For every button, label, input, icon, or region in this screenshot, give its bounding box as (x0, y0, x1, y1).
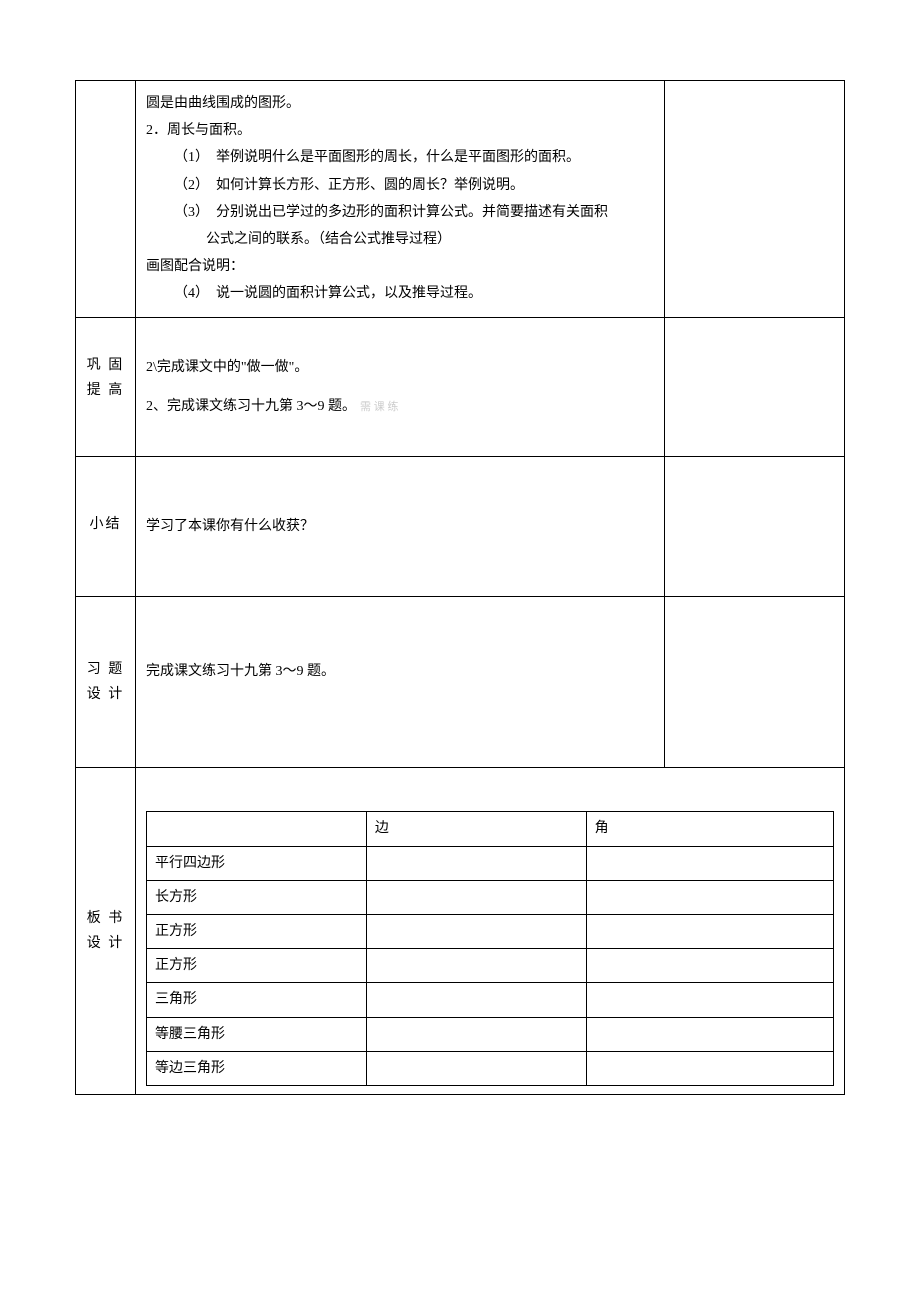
content-cell-1: 圆是由曲线围成的图形。 2．周长与面积。 （1） 举例说明什么是平面图形的周长，… (136, 81, 665, 318)
shape-name: 正方形 (147, 949, 367, 983)
shapes-row: 平行四边形 (147, 846, 834, 880)
shapes-row: 长方形 (147, 880, 834, 914)
shape-edge (366, 1051, 586, 1085)
shape-edge (366, 915, 586, 949)
text-line: （3） 分别说出已学过的多边形的面积计算公式。并简要描述有关面积 (146, 200, 654, 225)
board-row: 板 书 设 计 边 角 平行四边形 长方形 (76, 768, 845, 1095)
text-line: 公式之间的联系。（结合公式推导过程） (146, 227, 654, 252)
shapes-row: 三角形 (147, 983, 834, 1017)
faded-text: 需 课 练 (360, 401, 399, 413)
text-line: 完成课文练习十九第 3～9 题。 (146, 659, 654, 684)
content-row-1: 圆是由曲线围成的图形。 2．周长与面积。 （1） 举例说明什么是平面图形的周长，… (76, 81, 845, 318)
shapes-header-angle: 角 (586, 812, 833, 846)
shape-name: 等边三角形 (147, 1051, 367, 1085)
summary-label: 小结 (76, 456, 136, 596)
shape-edge (366, 880, 586, 914)
shapes-header-row: 边 角 (147, 812, 834, 846)
shapes-row: 正方形 (147, 915, 834, 949)
shape-edge (366, 846, 586, 880)
text-line: 2\完成课文中的"做一做"。 (146, 355, 654, 380)
exercise-row: 习 题 设 计 完成课文练习十九第 3～9 题。 (76, 597, 845, 768)
notes-cell-3 (665, 456, 845, 596)
text-line: 学习了本课你有什么收获？ (146, 514, 654, 539)
shape-angle (586, 915, 833, 949)
text-line: 2、完成课文练习十九第 3～9 题。需 课 练 (146, 394, 654, 419)
consolidate-row: 巩 固 提 高 2\完成课文中的"做一做"。 2、完成课文练习十九第 3～9 题… (76, 317, 845, 456)
shapes-header-empty (147, 812, 367, 846)
shape-angle (586, 1051, 833, 1085)
text-line: （1） 举例说明什么是平面图形的周长，什么是平面图形的面积。 (146, 145, 654, 170)
shape-angle (586, 846, 833, 880)
shape-edge (366, 1017, 586, 1051)
notes-cell-4 (665, 597, 845, 768)
shape-angle (586, 880, 833, 914)
shape-edge (366, 983, 586, 1017)
text-span: 2、完成课文练习十九第 3～9 题。 (146, 399, 356, 414)
shapes-row: 等腰三角形 (147, 1017, 834, 1051)
shape-angle (586, 949, 833, 983)
notes-cell-1 (665, 81, 845, 318)
board-content: 边 角 平行四边形 长方形 正方形 (136, 768, 845, 1095)
shape-angle (586, 983, 833, 1017)
shape-name: 长方形 (147, 880, 367, 914)
text-line: 画图配合说明： (146, 254, 654, 279)
shapes-header-edge: 边 (366, 812, 586, 846)
text-line: （2） 如何计算长方形、正方形、圆的周长？举例说明。 (146, 173, 654, 198)
lesson-plan-table: 圆是由曲线围成的图形。 2．周长与面积。 （1） 举例说明什么是平面图形的周长，… (75, 80, 845, 1095)
label-cell-1 (76, 81, 136, 318)
exercise-label: 习 题 设 计 (76, 597, 136, 768)
shapes-table: 边 角 平行四边形 长方形 正方形 (146, 811, 834, 1086)
notes-cell-2 (665, 317, 845, 456)
shapes-row: 等边三角形 (147, 1051, 834, 1085)
consolidate-label: 巩 固 提 高 (76, 317, 136, 456)
consolidate-content: 2\完成课文中的"做一做"。 2、完成课文练习十九第 3～9 题。需 课 练 (136, 317, 665, 456)
exercise-content: 完成课文练习十九第 3～9 题。 (136, 597, 665, 768)
board-label: 板 书 设 计 (76, 768, 136, 1095)
text-line: 2．周长与面积。 (146, 118, 654, 143)
shape-name: 平行四边形 (147, 846, 367, 880)
shape-name: 正方形 (147, 915, 367, 949)
shapes-row: 正方形 (147, 949, 834, 983)
shape-name: 等腰三角形 (147, 1017, 367, 1051)
text-line: （4） 说一说圆的面积计算公式，以及推导过程。 (146, 281, 654, 306)
shape-edge (366, 949, 586, 983)
summary-row: 小结 学习了本课你有什么收获？ (76, 456, 845, 596)
summary-content: 学习了本课你有什么收获？ (136, 456, 665, 596)
shape-name: 三角形 (147, 983, 367, 1017)
shape-angle (586, 1017, 833, 1051)
text-line: 圆是由曲线围成的图形。 (146, 91, 654, 116)
